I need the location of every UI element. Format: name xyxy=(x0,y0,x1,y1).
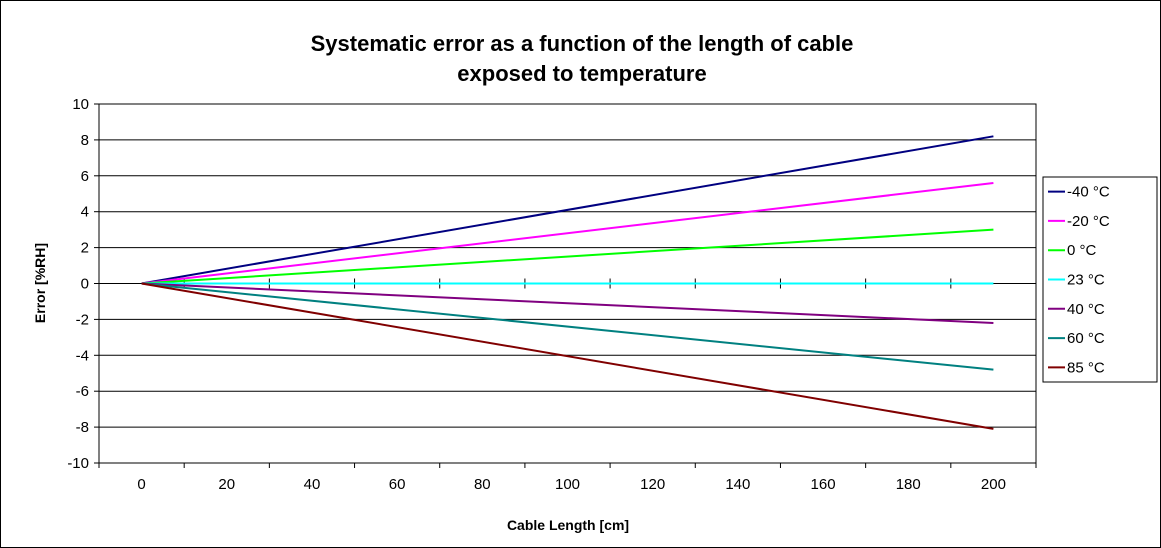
series-line-1 xyxy=(141,181,994,285)
y-tick-label: 4 xyxy=(81,204,89,221)
series-line-6 xyxy=(141,282,994,430)
y-tick-label: 10 xyxy=(72,96,89,113)
x-tick-label: 0 xyxy=(137,476,145,493)
x-tick-label: 140 xyxy=(725,476,750,493)
legend-label-0: -40 °C xyxy=(1067,184,1110,201)
x-tick-label: 100 xyxy=(555,476,580,493)
y-tick-label: -4 xyxy=(76,347,89,364)
x-tick-label: 200 xyxy=(981,476,1006,493)
y-tick-label: -2 xyxy=(76,311,89,328)
x-axis-title: Cable Length [cm] xyxy=(507,517,629,533)
x-tick-label: 20 xyxy=(218,476,235,493)
legend-label-2: 0 °C xyxy=(1067,242,1097,259)
x-tick-label: 120 xyxy=(640,476,665,493)
series-line-5 xyxy=(141,282,994,371)
y-tick-label: 6 xyxy=(81,168,89,185)
legend-label-4: 40 °C xyxy=(1067,301,1105,318)
y-tick-label: 8 xyxy=(81,132,89,149)
y-tick-label: -6 xyxy=(76,383,89,400)
series-line-4 xyxy=(141,282,994,324)
series-line-0 xyxy=(141,135,994,285)
y-tick-label: 0 xyxy=(81,276,89,293)
y-axis-title: Error [%RH] xyxy=(32,243,48,323)
x-tick-label: 60 xyxy=(389,476,406,493)
y-tick-label: -8 xyxy=(76,419,89,436)
legend-label-1: -20 °C xyxy=(1067,213,1110,230)
legend-label-6: 85 °C xyxy=(1067,359,1105,376)
chart-title-line-1: Systematic error as a function of the le… xyxy=(311,31,854,56)
x-tick-label: 80 xyxy=(474,476,491,493)
x-tick-label: 160 xyxy=(811,476,836,493)
x-tick-label: 180 xyxy=(896,476,921,493)
legend-label-5: 60 °C xyxy=(1067,330,1105,347)
legend-label-3: 23 °C xyxy=(1067,272,1105,289)
y-tick-label: -10 xyxy=(67,455,89,472)
x-tick-label: 40 xyxy=(304,476,321,493)
y-tick-label: 2 xyxy=(81,240,89,257)
chart-title-line-2: exposed to temperature xyxy=(457,61,706,86)
series-line-2 xyxy=(141,228,994,285)
